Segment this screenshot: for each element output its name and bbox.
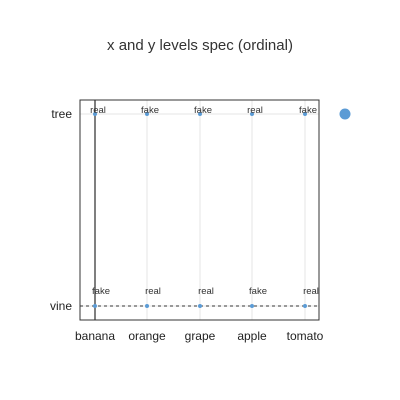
point-label: real — [247, 105, 263, 116]
point-label: fake — [299, 105, 317, 116]
legend-marker — [339, 108, 351, 120]
data-point-tomato-vine — [303, 304, 307, 308]
data-point-grape-vine — [198, 304, 202, 308]
plot-frame — [79, 99, 320, 321]
point-label: real — [145, 286, 161, 297]
data-point-orange-vine — [145, 304, 149, 308]
x-tick-label: apple — [237, 329, 267, 343]
x-axis-ticks: banana orange grape apple tomato — [75, 329, 324, 343]
point-label: fake — [249, 286, 267, 297]
point-label: real — [90, 105, 106, 116]
chart-title: x and y levels spec (ordinal) — [107, 37, 293, 54]
data-point-apple-vine — [250, 304, 254, 308]
x-tick-label: tomato — [287, 329, 324, 343]
data-point-tomato-tree — [303, 112, 307, 116]
y-tick-label: tree — [51, 107, 72, 121]
point-label: fake — [194, 105, 212, 116]
point-label: real — [303, 286, 319, 297]
data-points — [93, 112, 307, 308]
x-tick-label: orange — [128, 329, 166, 343]
data-point-apple-tree — [250, 112, 254, 116]
data-point-banana-vine — [93, 304, 97, 308]
point-label: real — [198, 286, 214, 297]
y-axis-ticks: vine tree — [50, 107, 72, 313]
y-tick-label: vine — [50, 299, 72, 313]
point-label: fake — [92, 286, 110, 297]
data-point-orange-tree — [145, 112, 149, 116]
point-labels: real fake fake real fake fake real real fake real — [90, 105, 319, 297]
reference-lines — [80, 100, 319, 320]
data-point-grape-tree — [198, 112, 202, 116]
x-tick-label: banana — [75, 329, 115, 343]
x-tick-label: grape — [185, 329, 216, 343]
data-point-banana-tree — [93, 112, 97, 116]
point-label: fake — [141, 105, 159, 116]
